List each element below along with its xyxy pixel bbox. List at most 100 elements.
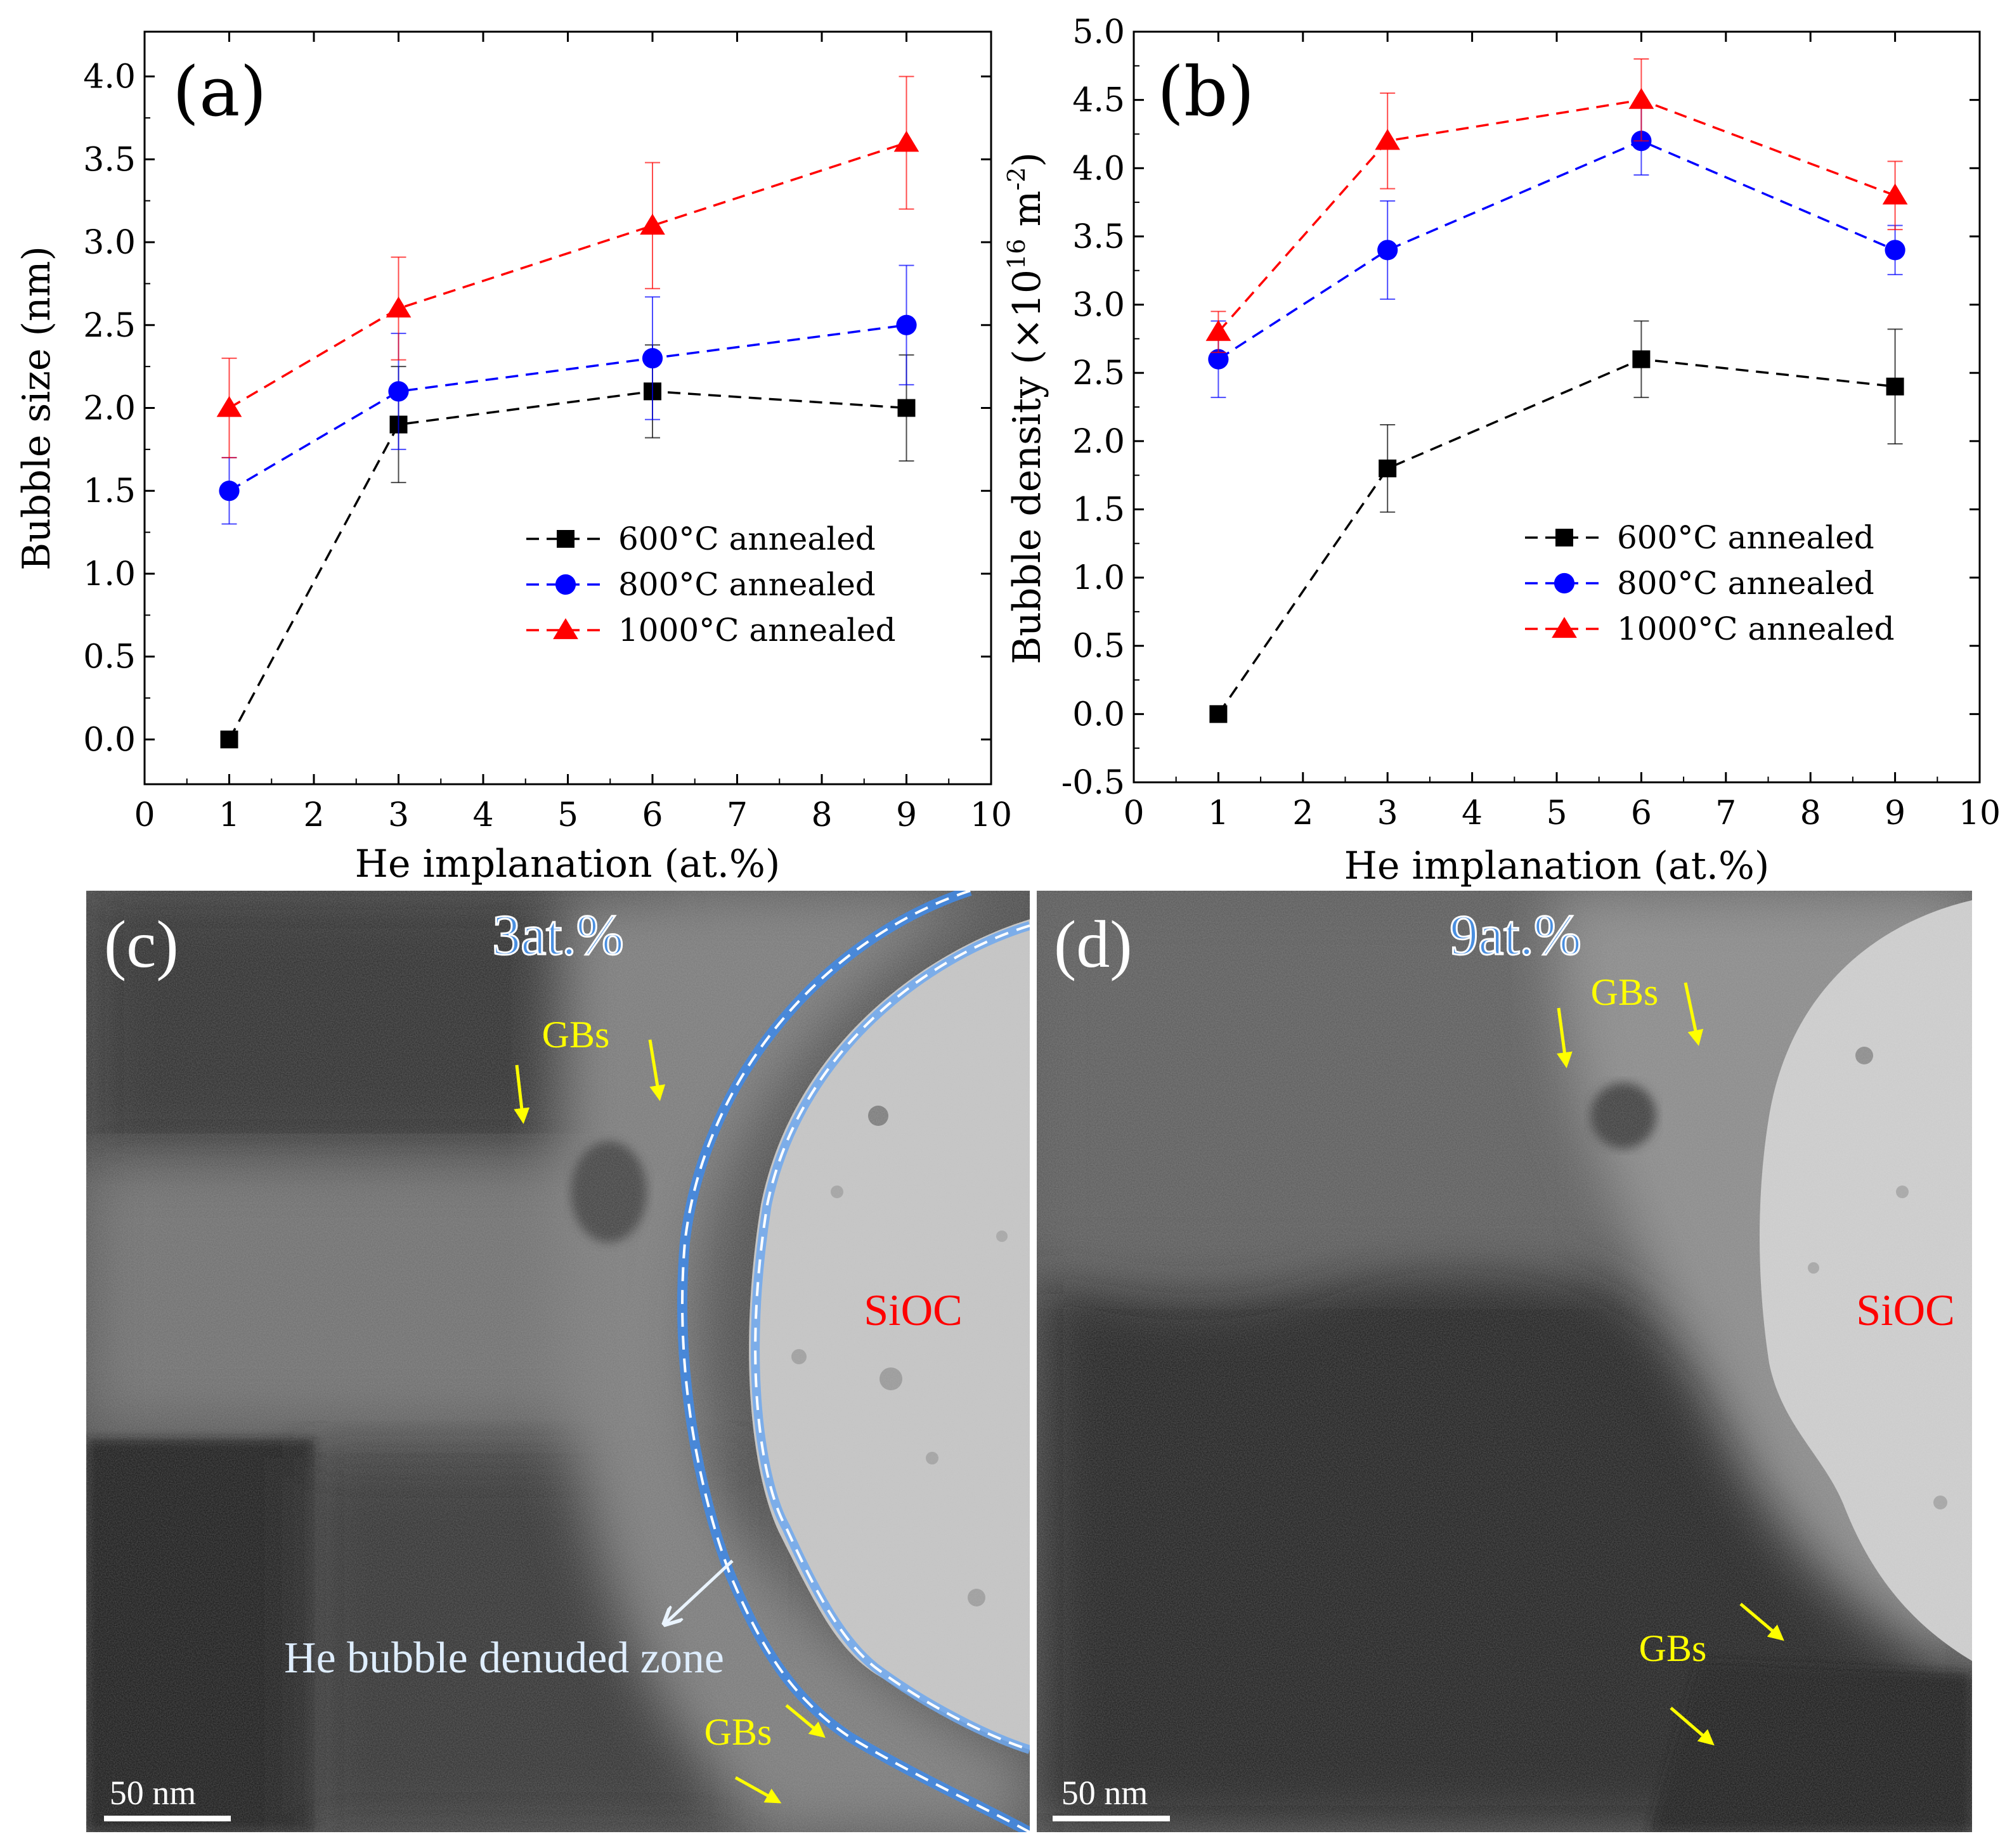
chart-b-series — [1205, 58, 1908, 723]
x-tick-label: 4 — [1462, 794, 1483, 832]
chart-b-panel-label: (b) — [1157, 53, 1254, 132]
x-tick-label: 10 — [970, 796, 1012, 834]
micrograph-d-gb-label-top: GBs — [1591, 971, 1659, 1013]
chart-b: 0 1 2 3 4 5 6 7 8 9 10 -0.5 0.0 0.5 1.0 1.5 2.0 2.5 3.0 3.5… — [1003, 13, 2001, 888]
series-line — [1217, 98, 1896, 333]
x-tick-label: 6 — [642, 796, 663, 834]
y-tick-label: -0.5 — [1061, 764, 1125, 802]
micrograph-d-sioc-label: SiOC — [1856, 1286, 1955, 1335]
x-tick-label: 0 — [1123, 794, 1144, 832]
legend-label: 800°C annealed — [618, 566, 876, 603]
y-tick-label: 1.0 — [1072, 559, 1125, 597]
data-point — [220, 730, 238, 749]
micrograph-c-denuded-zone-outer-dash — [681, 891, 1030, 1832]
chart-a-y-axis-label: Bubble size (nm) — [15, 246, 59, 571]
y-tick-label: 3.5 — [83, 141, 136, 179]
y-tick-label: 2.0 — [1072, 423, 1125, 461]
x-tick-label: 6 — [1631, 794, 1652, 832]
legend-label: 600°C annealed — [1617, 519, 1874, 556]
chart-b-ticks: 0 1 2 3 4 5 6 7 8 9 10 -0.5 0.0 0.5 1.0 1.5 2.0 2.5 3.0 3.5… — [1061, 13, 2001, 832]
x-tick-label: 8 — [1800, 794, 1821, 832]
legend-label: 600°C annealed — [618, 520, 876, 557]
y-tick-label: 1.5 — [83, 472, 136, 510]
y-tick-label: 4.0 — [1072, 150, 1125, 188]
x-tick-label: 5 — [1546, 794, 1567, 832]
chart-b-y-label-exp2: -2 — [1003, 167, 1030, 191]
micrograph-d-gb-label-bottom: GBs — [1639, 1627, 1707, 1669]
micrograph-d-title: 9at.% — [1450, 904, 1581, 967]
y-tick-label: 3.0 — [83, 224, 136, 262]
x-tick-label: 9 — [896, 796, 917, 834]
data-point — [896, 314, 917, 335]
micrograph-d-gb-arrow — [1684, 982, 1704, 1046]
series-line — [228, 324, 907, 492]
micrograph-c: (c) 3at.% GBs SiOC He bubble denuded zon… — [86, 891, 1030, 1832]
data-point — [1885, 240, 1905, 261]
data-point — [893, 131, 919, 152]
legend-label: 1000°C annealed — [618, 612, 896, 649]
x-tick-label: 7 — [1715, 794, 1736, 832]
data-point — [1886, 377, 1904, 396]
data-point — [219, 481, 240, 501]
chart-b-y-label-mid: m — [1005, 191, 1049, 239]
data-point — [1377, 240, 1398, 261]
micrograph-c-gb-label-top: GBs — [542, 1014, 610, 1056]
data-point — [1882, 183, 1908, 205]
micrograph-d-panel-label: (d) — [1054, 907, 1133, 981]
x-tick-label: 2 — [1292, 794, 1313, 832]
chart-b-x-axis-label: He implanation (at.%) — [1344, 844, 1770, 888]
series-line — [228, 390, 907, 740]
legend-marker — [1552, 617, 1577, 638]
data-point — [1209, 705, 1228, 723]
y-tick-label: 0.0 — [1072, 695, 1125, 733]
data-point — [897, 399, 916, 417]
y-tick-label: 3.0 — [1072, 287, 1125, 325]
data-point — [216, 396, 242, 417]
y-tick-label: 3.5 — [1072, 218, 1125, 256]
data-point — [1632, 350, 1651, 368]
y-tick-label: 0.5 — [83, 638, 136, 676]
y-tick-label: 2.0 — [83, 390, 136, 428]
y-tick-label: 4.0 — [83, 58, 136, 96]
data-point — [1205, 320, 1231, 341]
x-tick-label: 3 — [1377, 794, 1398, 832]
micrograph-c-title: 3at.% — [492, 904, 623, 967]
chart-a-frame — [143, 30, 992, 785]
micrograph-c-gb-label-bottom: GBs — [704, 1711, 772, 1753]
x-tick-label: 9 — [1885, 794, 1905, 832]
x-tick-label: 0 — [134, 796, 155, 834]
legend-marker — [555, 574, 576, 595]
chart-b-legend: 600°C annealed 800°C annealed 1000°C annea… — [1525, 519, 1895, 647]
micrograph-c-denuded-zone-inner-dash — [754, 924, 1030, 1751]
legend-label: 800°C annealed — [1617, 565, 1874, 602]
chart-b-y-label-exp1: 16 — [1003, 239, 1030, 269]
micrograph-c-gb-arrow — [514, 1064, 530, 1124]
micrograph-d-gb-arrow — [1670, 1707, 1715, 1746]
x-tick-label: 3 — [388, 796, 409, 834]
data-point — [1628, 87, 1654, 109]
series-line — [1217, 358, 1895, 715]
data-point — [1208, 349, 1229, 370]
micrograph-d-scale-label: 50 nm — [1061, 1774, 1148, 1812]
y-tick-label: 1.5 — [1072, 491, 1125, 529]
x-tick-label: 1 — [1208, 794, 1229, 832]
series-line — [1217, 139, 1896, 361]
chart-a-ticks: 0 1 2 3 4 5 6 7 8 9 10 0.0 0.5 1.0 1.5 2.0 2.5 3.0 3.5 4.0 — [83, 32, 1012, 834]
x-tick-label: 5 — [557, 796, 578, 834]
micrograph-c-denuded-zone-arrow — [666, 1560, 734, 1623]
chart-a-x-axis-label: He implanation (at.%) — [355, 842, 781, 886]
chart-b-y-label-suffix: ) — [1005, 152, 1049, 167]
y-tick-label: 2.5 — [83, 307, 136, 345]
micrograph-d: (d) 9at.% GBs SiOC GBs 50 nm — [1037, 891, 1972, 1832]
legend-marker — [1555, 529, 1573, 546]
micrograph-c-scale-label: 50 nm — [110, 1774, 197, 1812]
y-tick-label: 1.0 — [83, 555, 136, 593]
x-tick-label: 4 — [472, 796, 493, 834]
chart-a-panel-label: (a) — [172, 53, 267, 132]
chart-a-legend: 600°C annealed 800°C annealed 1000°C annea… — [526, 520, 896, 649]
y-tick-label: 4.5 — [1072, 82, 1125, 120]
micrograph-d-scale-bar — [1053, 1816, 1170, 1821]
data-point — [642, 347, 663, 369]
